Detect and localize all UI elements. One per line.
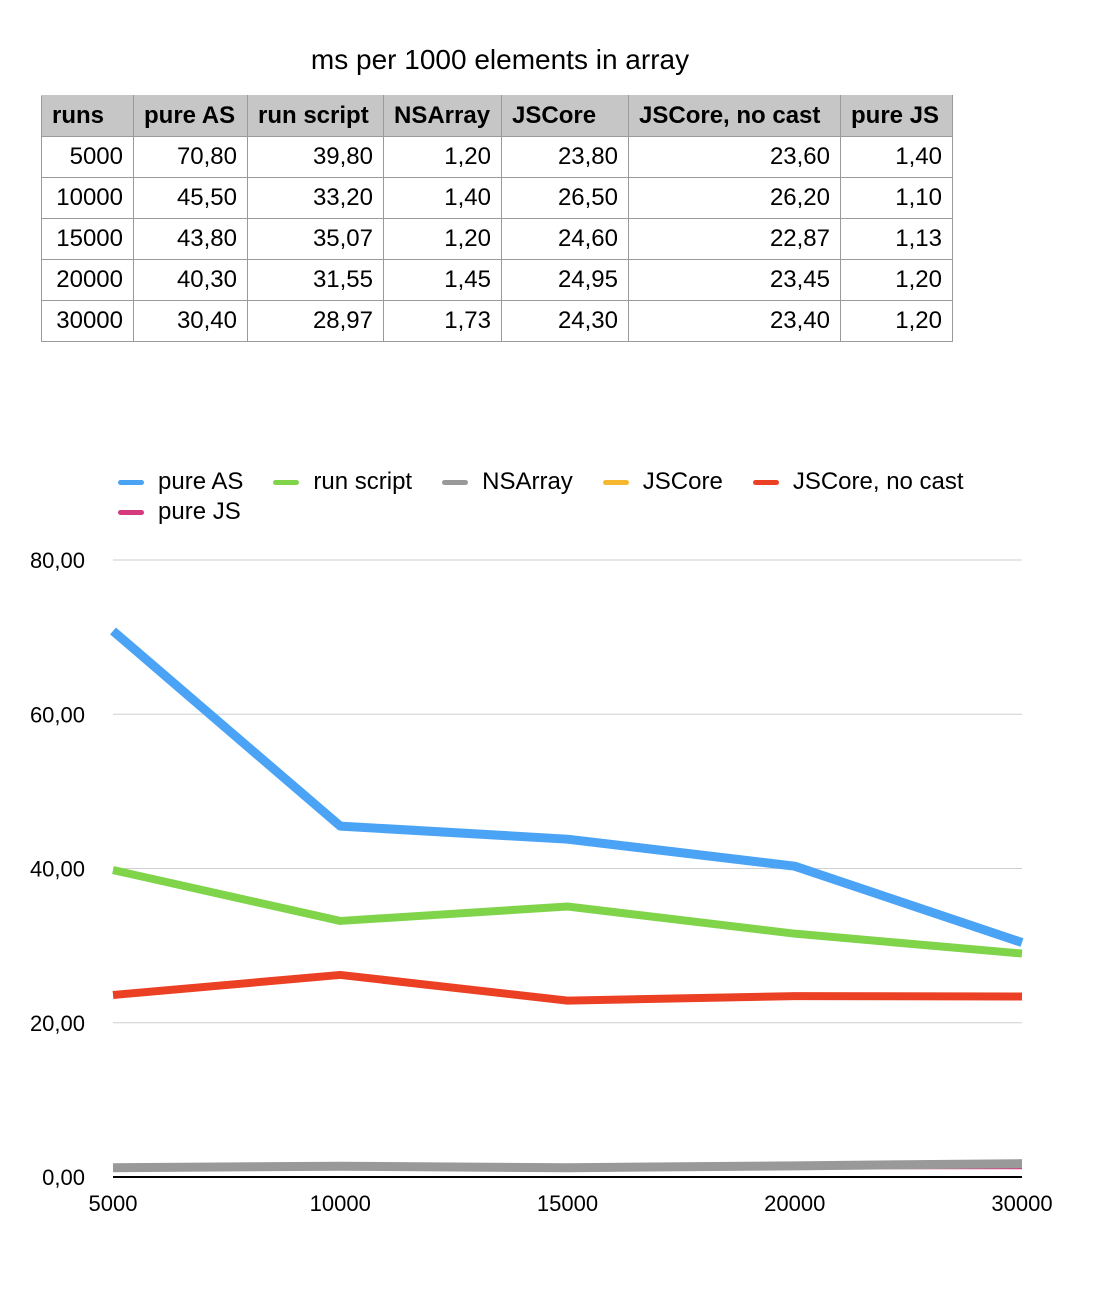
table-header-row: runs pure AS run script NSArray JSCore JSCore… [41,95,953,137]
legend-item: JSCore, no cast [752,467,964,497]
legend-label: pure JS [158,498,241,525]
table-cell: 45,50 [133,177,248,219]
table-cell: 1,45 [383,259,502,301]
series-line-nsarray [112,1159,1023,1173]
series-line-run-script [112,866,1023,958]
table-cell: 10000 [41,177,134,219]
table-cell: 26,20 [628,177,841,219]
series-line-jscore-no-cast [112,970,1023,1005]
table-cell: 1,20 [840,259,953,301]
table-cell: 1,20 [840,300,953,342]
chart-series [110,627,1024,1173]
table-cell: 26,50 [501,177,629,219]
table-cell: 28,97 [247,300,384,342]
table-cell: 31,55 [247,259,384,301]
legend-swatch [442,479,469,485]
legend-item: NSArray [442,467,573,497]
table-body: 5000 70,80 39,80 1,20 23,80 23,60 1,40 10000 45,… [41,136,953,342]
table-header-cell: pure JS [840,95,953,137]
legend-label: JSCore, no cast [792,468,964,495]
legend-label: JSCore [642,468,723,495]
table-cell: 5000 [41,136,134,178]
table-cell: 43,80 [133,218,248,260]
table-cell: 1,73 [383,300,502,342]
legend-swatch [118,509,144,515]
table-cell: 24,60 [501,218,629,260]
table-cell: 23,80 [501,136,629,178]
legend-item: run script [273,467,412,497]
legend-label: pure AS [158,468,244,495]
y-tick-label: 80,00 [30,548,85,573]
table-cell: 23,45 [628,259,841,301]
table-cell: 39,80 [247,136,384,178]
table-row: 15000 43,80 35,07 1,20 24,60 22,87 1,13 [41,218,953,260]
legend-label: run script [313,468,413,495]
y-axis-ticks: 0,00 20,00 40,00 60,00 80,00 [30,548,85,1190]
legend-swatch [602,479,629,485]
series-line-pure-as [110,627,1024,947]
x-tick-label: 20000 [764,1191,825,1216]
legend-label: NSArray [482,468,573,495]
y-tick-label: 40,00 [30,857,85,882]
y-tick-label: 60,00 [30,702,85,727]
y-tick-label: 0,00 [42,1165,85,1190]
table-cell: 1,10 [840,177,953,219]
table-row: 30000 30,40 28,97 1,73 24,30 23,40 1,20 [41,300,953,342]
table-cell: 40,30 [133,259,248,301]
table-row: 10000 45,50 33,20 1,40 26,50 26,20 1,10 [41,177,953,219]
legend-item: pure JS [118,497,241,527]
table-header-cell: JSCore [501,95,629,137]
table-cell: 35,07 [247,218,384,260]
table-header-cell: run script [247,95,384,137]
legend-item: JSCore [602,467,723,497]
page-title: ms per 1000 elements in array [310,44,690,75]
table-cell: 30000 [41,300,134,342]
y-tick-label: 20,00 [30,1011,85,1036]
x-tick-label: 10000 [310,1191,371,1216]
table-cell: 1,40 [383,177,502,219]
table-header-cell: JSCore, no cast [628,95,841,137]
table-row: 20000 40,30 31,55 1,45 24,95 23,45 1,20 [41,259,953,301]
table-header-cell: pure AS [133,95,248,137]
table-cell: 23,40 [628,300,841,342]
data-table: runs pure AS run script NSArray JSCore JSCore… [41,95,953,342]
legend-item: pure AS [118,467,243,497]
table-cell: 23,60 [628,136,841,178]
table-cell: 20000 [41,259,134,301]
grid-lines [113,559,1022,1178]
table-cell: 1,40 [840,136,953,178]
x-tick-label: 15000 [537,1191,598,1216]
table-cell: 24,95 [501,259,629,301]
legend-swatch [273,479,300,485]
x-tick-label: 5000 [89,1191,138,1216]
x-axis-ticks: 5000 10000 15000 20000 30000 [89,1191,1053,1216]
table-cell: 1,20 [383,218,502,260]
chart-legend: pure AS run script NSArray JSCore JSCore, no… [118,467,1018,527]
table-header-cell: runs [41,95,134,137]
table-cell: 15000 [41,218,134,260]
table-cell: 1,13 [840,218,953,260]
legend-swatch [752,479,779,485]
x-tick-label: 30000 [991,1191,1052,1216]
legend-swatch [118,479,144,485]
table-cell: 30,40 [133,300,248,342]
